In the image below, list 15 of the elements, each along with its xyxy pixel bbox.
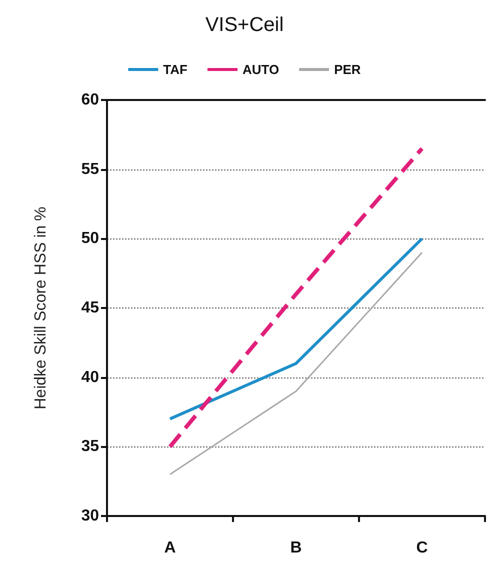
y-tick-label: 40 [81,368,100,386]
y-tick-label: 60 [81,92,100,108]
y-tick-label: 55 [81,160,100,178]
legend-label: PER [334,62,362,77]
x-tick-label: C [416,540,428,556]
legend-label: TAF [163,62,188,77]
y-tick-label: 45 [81,300,100,316]
legend-label: AUTO [242,62,280,77]
y-tick-label: 50 [81,230,100,248]
y-axis-title: Heidke Skill Score HSS in % [32,206,50,410]
y-tick-label: 35 [81,438,100,456]
y-tick-label: 30 [81,508,100,524]
chart-title: VIS+Ceil [205,14,284,36]
x-tick-label: B [290,540,302,556]
x-tick-label: A [164,540,176,556]
